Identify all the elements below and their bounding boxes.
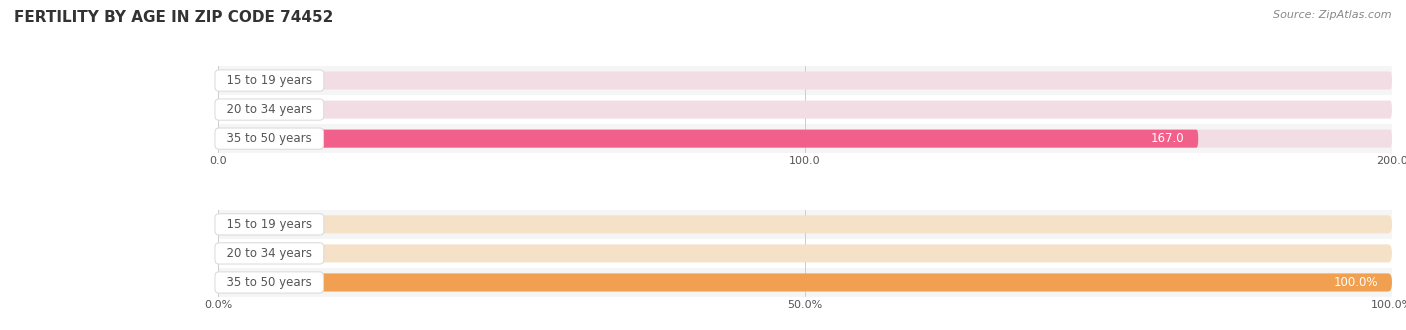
Text: 20 to 34 years: 20 to 34 years (219, 103, 319, 116)
FancyBboxPatch shape (218, 130, 1198, 148)
Text: 167.0: 167.0 (1150, 132, 1184, 145)
Text: 35 to 50 years: 35 to 50 years (219, 132, 319, 145)
Bar (218, 268, 1392, 297)
Text: 20 to 34 years: 20 to 34 years (219, 247, 319, 260)
Text: 0.0%: 0.0% (236, 247, 266, 260)
Text: FERTILITY BY AGE IN ZIP CODE 74452: FERTILITY BY AGE IN ZIP CODE 74452 (14, 10, 333, 25)
Bar (218, 95, 1392, 124)
Text: 0.0%: 0.0% (236, 218, 266, 231)
Text: 100.0%: 100.0% (1333, 276, 1378, 289)
Text: 15 to 19 years: 15 to 19 years (219, 74, 319, 87)
FancyBboxPatch shape (218, 72, 1392, 89)
Bar (218, 124, 1392, 153)
FancyBboxPatch shape (218, 130, 1392, 148)
Text: 35 to 50 years: 35 to 50 years (219, 276, 319, 289)
FancyBboxPatch shape (218, 101, 1392, 118)
Text: 0.0: 0.0 (236, 74, 254, 87)
FancyBboxPatch shape (218, 274, 1392, 291)
FancyBboxPatch shape (218, 245, 1392, 262)
Bar (218, 210, 1392, 239)
FancyBboxPatch shape (218, 274, 1392, 291)
Bar (218, 66, 1392, 95)
Text: Source: ZipAtlas.com: Source: ZipAtlas.com (1274, 10, 1392, 20)
Bar (218, 239, 1392, 268)
FancyBboxPatch shape (218, 215, 1392, 233)
Text: 15 to 19 years: 15 to 19 years (219, 218, 319, 231)
Text: 0.0: 0.0 (236, 103, 254, 116)
